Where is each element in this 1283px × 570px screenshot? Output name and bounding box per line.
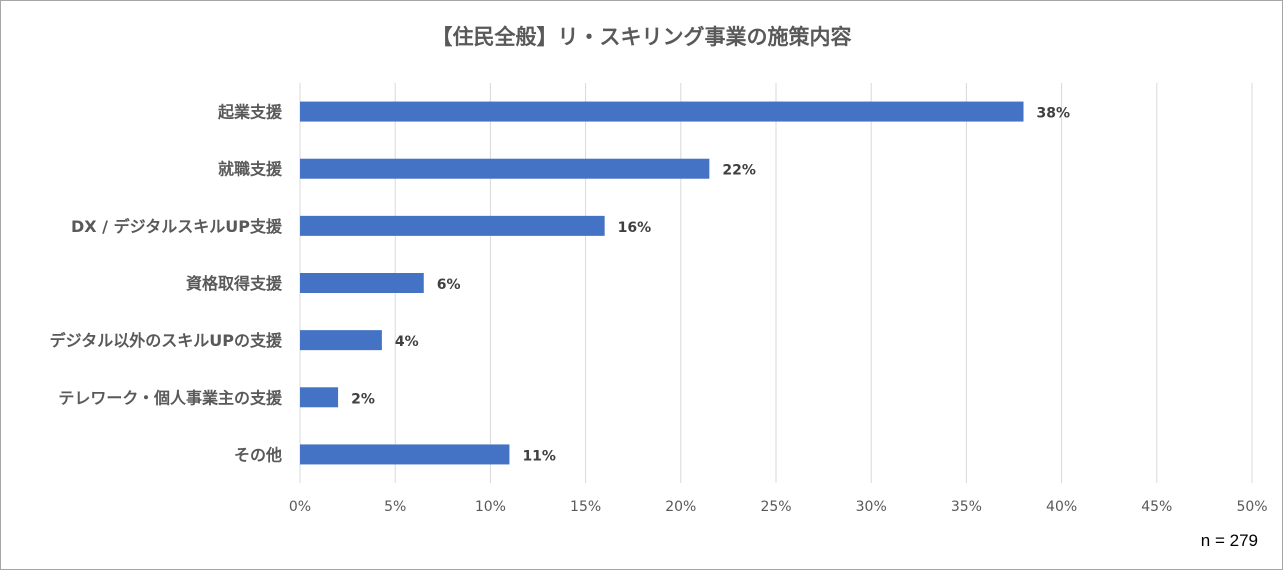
x-tick-label: 50%	[1236, 499, 1267, 515]
x-tick-label: 30%	[856, 499, 887, 515]
category-label: 起業支援	[217, 103, 283, 122]
x-tick-label: 15%	[570, 499, 601, 515]
data-label: 6%	[437, 277, 461, 293]
sample-size-note: n = 279	[1200, 531, 1258, 550]
data-label: 22%	[722, 163, 756, 179]
category-label: 資格取得支援	[186, 274, 283, 293]
category-label: テレワーク・個人事業主の支援	[58, 388, 283, 407]
bar	[300, 101, 1024, 122]
data-label: 2%	[351, 391, 375, 407]
bar	[300, 444, 510, 465]
x-tick-label: 0%	[289, 499, 311, 515]
data-label: 16%	[618, 220, 652, 236]
bar	[300, 330, 382, 351]
x-tick-label: 5%	[384, 499, 406, 515]
x-tick-label: 20%	[665, 499, 696, 515]
category-label: その他	[234, 445, 282, 464]
x-tick-label: 10%	[475, 499, 506, 515]
category-label: DX / デジタルスキルUP支援	[71, 217, 283, 236]
bar	[300, 387, 339, 408]
data-label: 4%	[395, 334, 419, 350]
data-label: 11%	[522, 448, 556, 464]
category-label: 就職支援	[218, 160, 283, 179]
x-tick-label: 40%	[1046, 499, 1077, 515]
x-tick-label: 45%	[1141, 499, 1172, 515]
bar	[300, 158, 710, 179]
category-label: デジタル以外のスキルUPの支援	[50, 331, 283, 350]
data-label: 38%	[1037, 106, 1071, 122]
x-tick-label: 25%	[760, 499, 791, 515]
chart-title: 【住民全般】リ・スキリング事業の施策内容	[431, 25, 852, 49]
bar	[300, 273, 424, 293]
bar	[300, 215, 605, 236]
x-tick-label: 35%	[951, 499, 982, 515]
